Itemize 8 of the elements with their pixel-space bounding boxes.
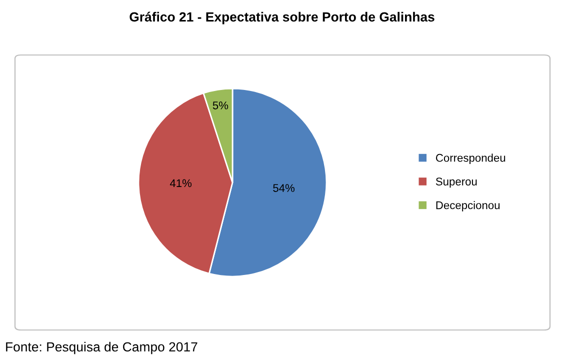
legend-label: Correspondeu bbox=[436, 154, 506, 164]
data-label: 54% bbox=[273, 184, 295, 192]
legend-label: Superou bbox=[436, 178, 477, 188]
legend-label: Decepcionou bbox=[436, 201, 500, 212]
chart-title: Gráfico 21 - Expectativa sobre Porto de Galinhas bbox=[130, 12, 434, 24]
source-note: Fonte: Pesquisa de Campo 2017 bbox=[6, 342, 198, 354]
data-label: 41% bbox=[170, 179, 192, 188]
data-label: 5% bbox=[212, 102, 228, 110]
